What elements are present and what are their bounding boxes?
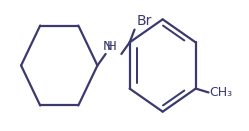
Text: N: N xyxy=(103,40,113,53)
Text: CH₃: CH₃ xyxy=(210,86,233,99)
Text: H: H xyxy=(107,40,117,53)
Text: Br: Br xyxy=(137,14,152,28)
